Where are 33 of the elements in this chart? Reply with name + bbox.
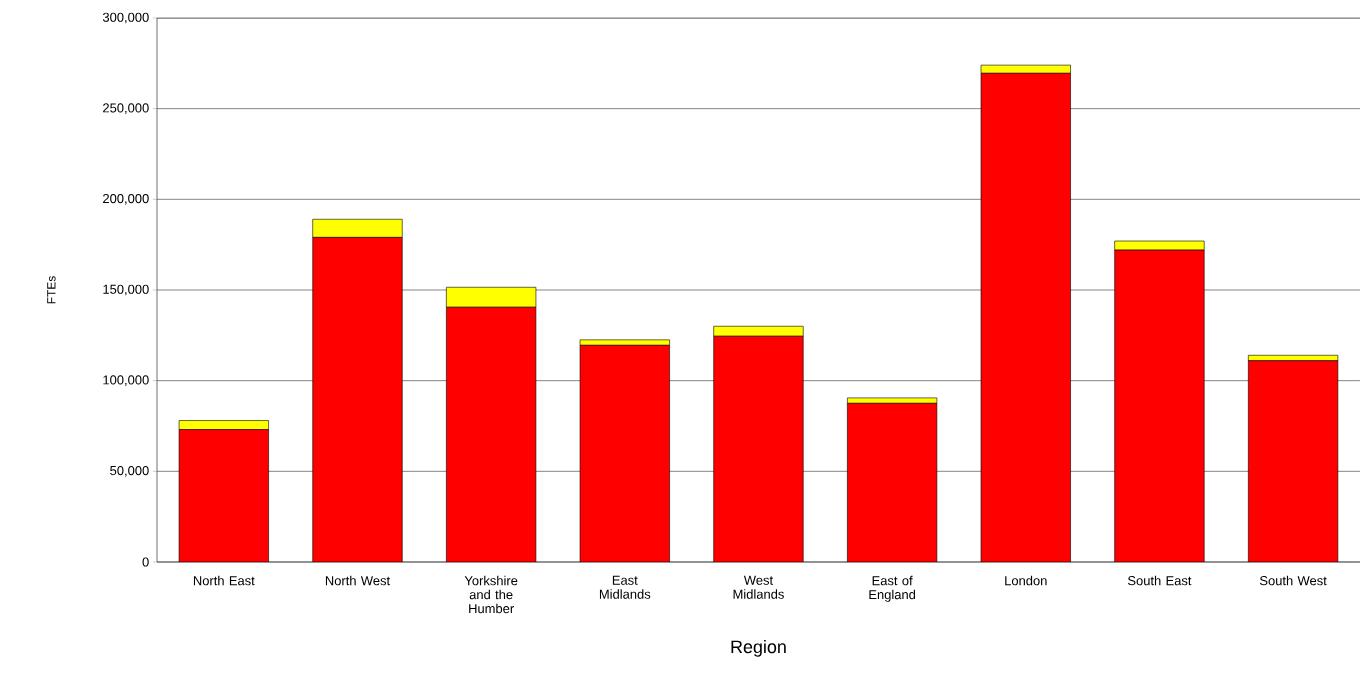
x-tick-label: Yorkshire and the Humber <box>464 575 518 614</box>
x-axis-title: Region <box>731 640 786 657</box>
bar <box>1114 240 1205 251</box>
y-tick-label: 250,000 <box>103 103 149 114</box>
bar <box>446 306 537 562</box>
bar <box>713 325 804 337</box>
x-tick-label: South West <box>1259 575 1327 586</box>
bar <box>1114 249 1205 562</box>
bar <box>847 397 938 404</box>
bar <box>446 286 537 308</box>
y-tick-label: 0 <box>142 557 149 567</box>
x-tick-label: East of England <box>869 575 916 602</box>
bar <box>847 403 938 562</box>
x-tick-label: London <box>1005 575 1047 586</box>
y-tick-label: 200,000 <box>103 193 149 205</box>
x-tick-label: North West <box>325 575 391 586</box>
bar <box>312 218 403 238</box>
y-axis-title: FTEs <box>47 276 56 304</box>
y-tick-label: 300,000 <box>102 12 149 24</box>
bar <box>579 345 670 562</box>
bar <box>579 339 670 346</box>
bar <box>980 72 1071 562</box>
y-tick-label: 150,000 <box>103 284 149 296</box>
y-tick-label: 100,000 <box>103 375 149 387</box>
x-tick-label: North East <box>193 575 255 586</box>
bar <box>713 335 804 562</box>
x-tick-label: West Midlands <box>733 575 784 599</box>
x-tick-label: South East <box>1127 575 1192 586</box>
x-tick-label: East Midlands <box>599 575 651 599</box>
bar <box>178 429 269 562</box>
y-tick-label: 50,000 <box>110 465 149 477</box>
bar <box>312 237 403 562</box>
bar <box>1248 360 1339 562</box>
